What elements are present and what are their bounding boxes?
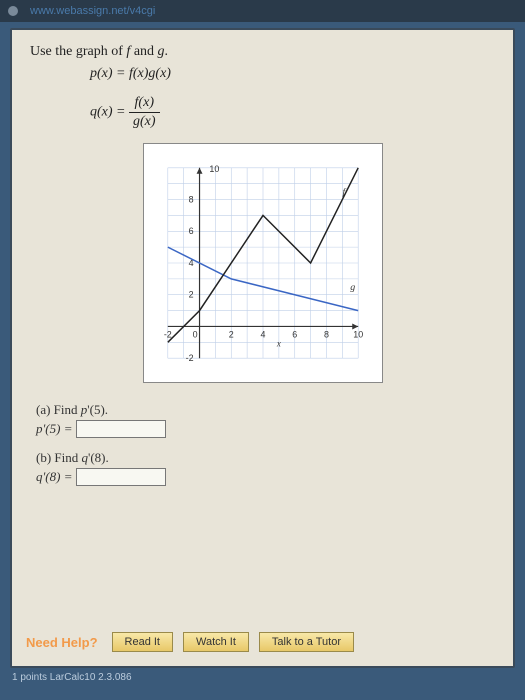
svg-text:8: 8	[323, 329, 328, 339]
address-bar-text: www.webassign.net/v4cgi	[30, 5, 155, 17]
svg-text:-2: -2	[163, 329, 171, 339]
fraction-icon: f(x) g(x)	[129, 96, 160, 129]
svg-text:-2: -2	[185, 353, 193, 363]
part-b-answer-row: q'(8) =	[36, 468, 495, 486]
part-b-prompt: (b) Find q'(8).	[36, 450, 495, 466]
svg-text:10: 10	[209, 164, 219, 174]
question-prompt: Use the graph of f and g.	[30, 44, 495, 60]
svg-text:2: 2	[188, 290, 193, 300]
svg-text:g: g	[350, 282, 355, 293]
window-control-icon[interactable]	[8, 6, 18, 16]
part-b-input[interactable]	[76, 468, 166, 486]
p-rhs: f(x)g(x)	[129, 66, 171, 81]
svg-text:x: x	[275, 338, 280, 348]
part-a-answer-row: p'(5) =	[36, 420, 495, 438]
p-lhs: p(x) =	[90, 66, 129, 81]
svg-text:4: 4	[260, 329, 265, 339]
part-a-lhs: p'(5) =	[36, 421, 72, 437]
graph-container: -2246810-22468010xfg	[30, 143, 495, 388]
svg-text:10: 10	[353, 329, 363, 339]
equation-q: q(x) = f(x) g(x)	[90, 96, 495, 129]
equation-p: p(x) = f(x)g(x)	[90, 66, 495, 82]
status-bar: 1 points LarCalc10 2.3.086	[0, 668, 525, 687]
svg-text:6: 6	[292, 329, 297, 339]
part-b-lhs: q'(8) =	[36, 469, 72, 485]
part-a-prompt: (a) Find p'(5).	[36, 402, 495, 418]
part-a-input[interactable]	[76, 420, 166, 438]
talk-to-tutor-button[interactable]: Talk to a Tutor	[259, 632, 354, 652]
read-it-button[interactable]: Read It	[112, 632, 173, 652]
q-denominator: g(x)	[129, 113, 160, 129]
q-lhs: q(x) =	[90, 105, 129, 120]
watch-it-button[interactable]: Watch It	[183, 632, 249, 652]
q-numerator: f(x)	[129, 96, 160, 113]
browser-chrome: www.webassign.net/v4cgi	[0, 0, 525, 22]
graph-plot: -2246810-22468010xfg	[143, 143, 383, 383]
svg-text:0: 0	[192, 329, 197, 339]
svg-text:8: 8	[188, 195, 193, 205]
svg-text:6: 6	[188, 226, 193, 236]
need-help-label: Need Help?	[26, 635, 98, 650]
question-panel: Use the graph of f and g. p(x) = f(x)g(x…	[10, 28, 515, 668]
svg-text:2: 2	[228, 329, 233, 339]
help-row: Need Help? Read It Watch It Talk to a Tu…	[26, 632, 354, 652]
